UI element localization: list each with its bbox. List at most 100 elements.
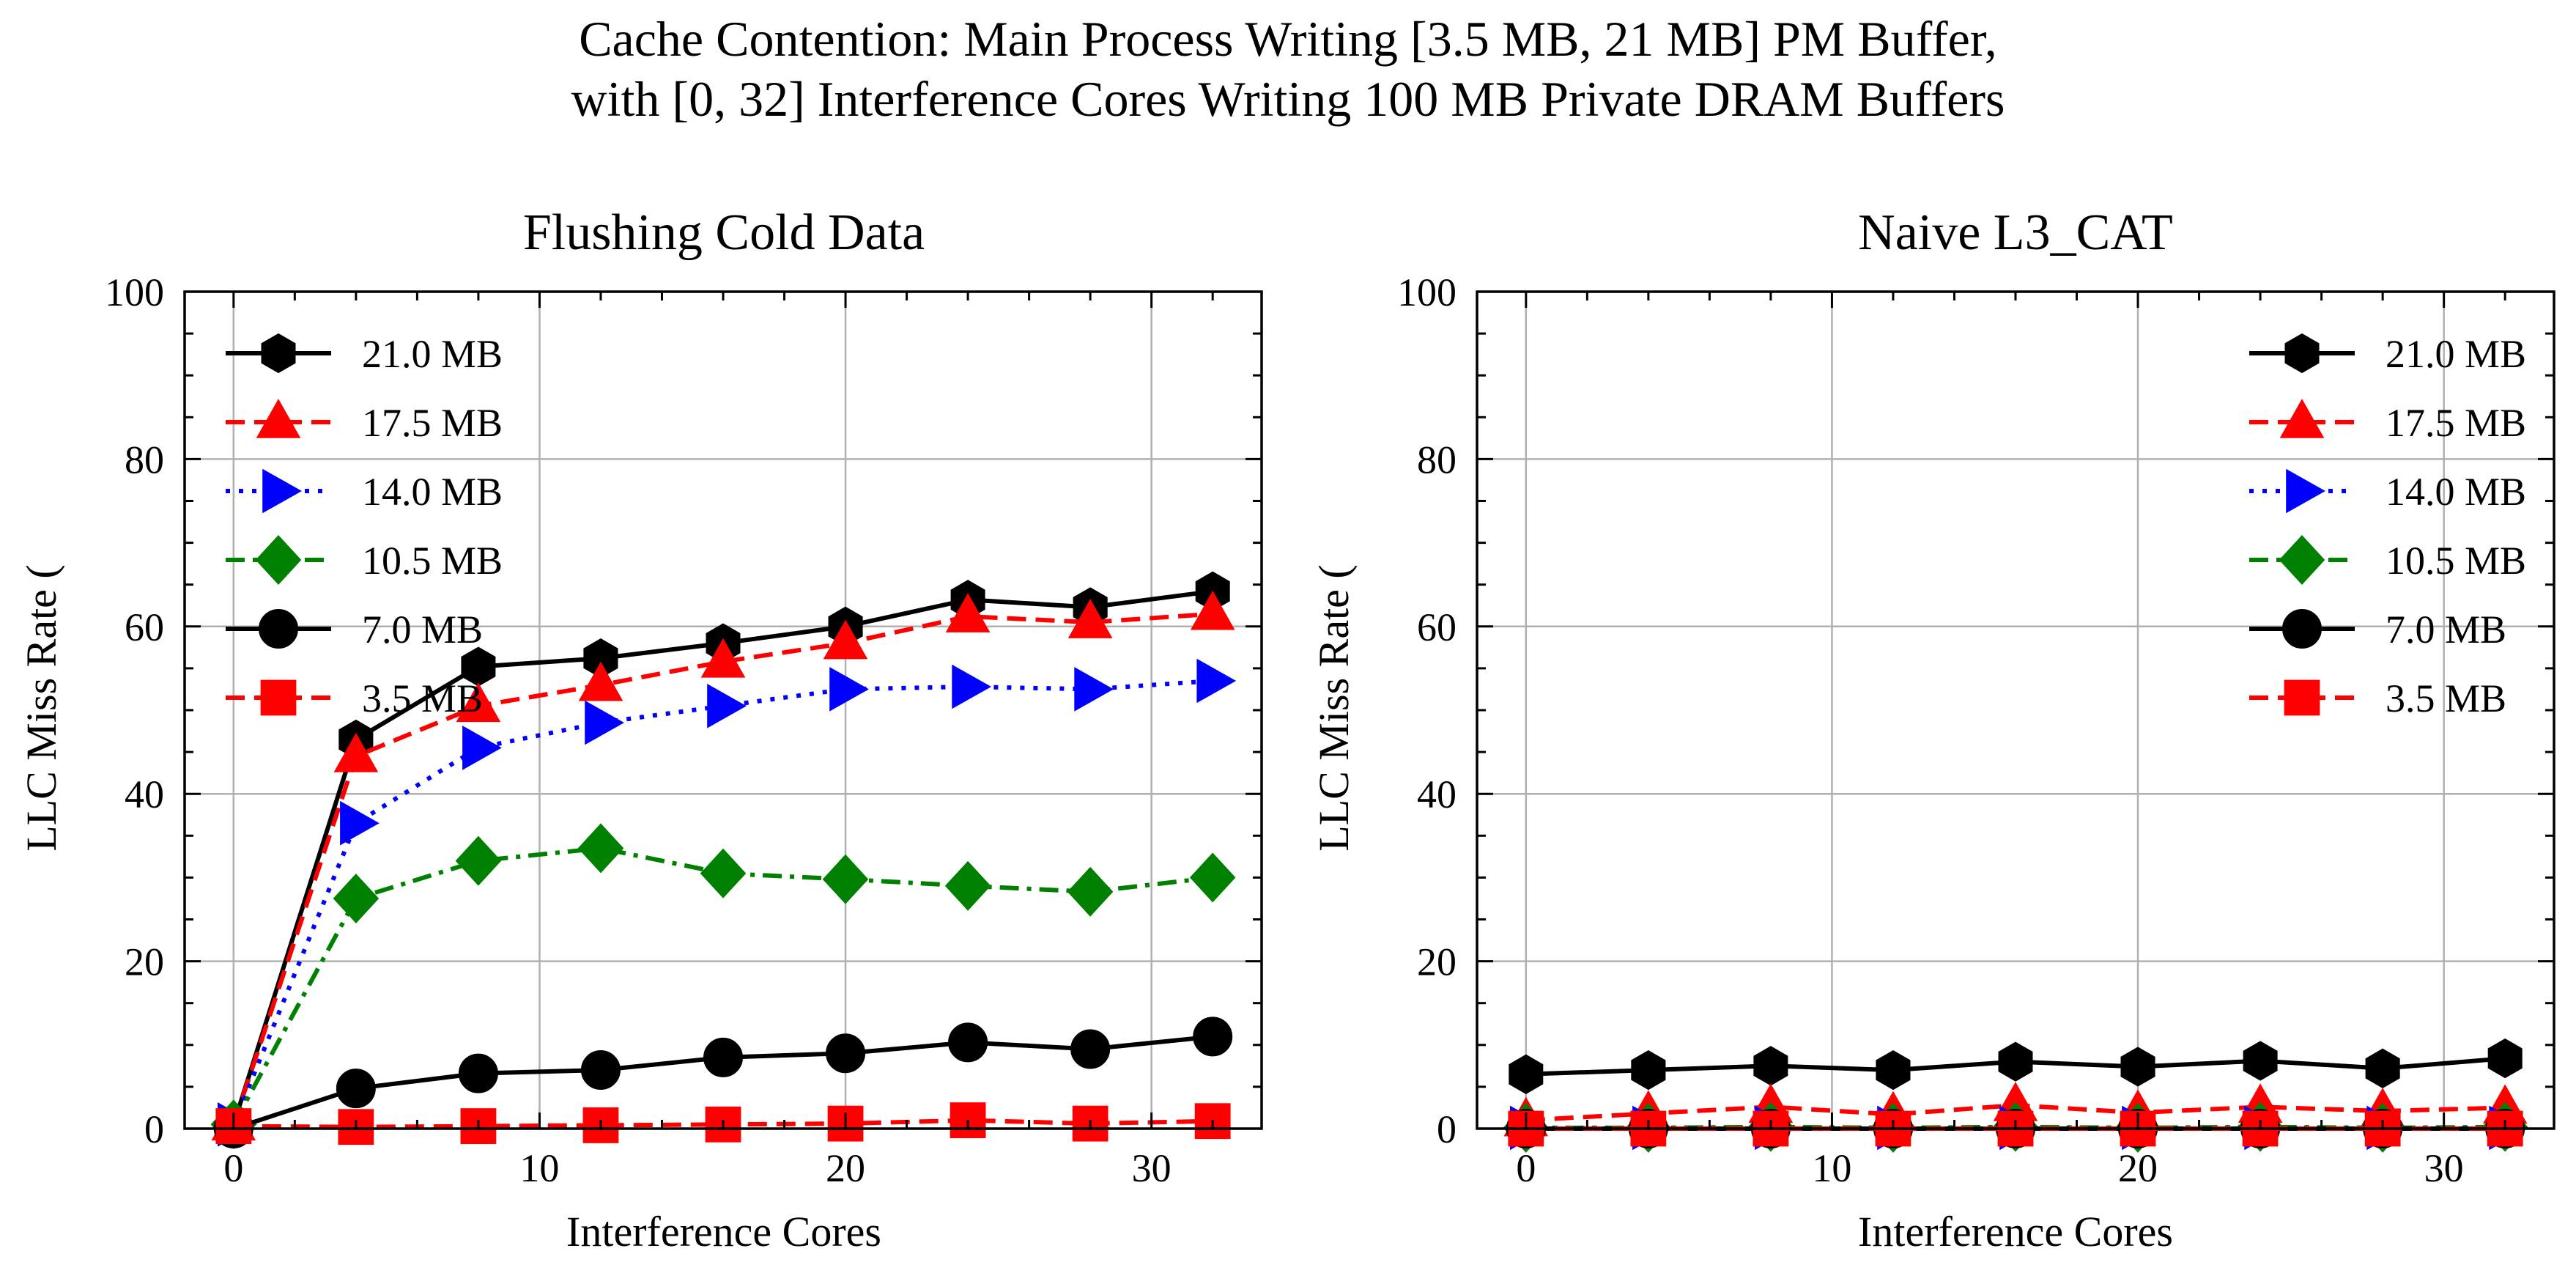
right-x-axis-label: Interference Cores [1858,1208,2173,1255]
right-y-tick-label: 20 [1417,940,1457,984]
left-y-tick-label: 100 [105,270,164,314]
left-panel-flushing-cold-data: Flushing Cold Data Interference Cores LL… [18,204,1263,1255]
left-data-point [700,638,746,678]
left-data-point [1190,590,1235,630]
left-data-point [945,593,991,632]
right-legend-marker [2284,333,2320,374]
left-data-point [1196,658,1237,704]
right-legend-label: 7.0 MB [2386,608,2506,652]
right-data-point [1876,1049,1911,1091]
right-legend: 21.0 MB 17.5 MB 14.0 MB 10.5 MB 7.0 MB 3.5 MB [2249,332,2526,720]
right-data-point [1753,1046,1788,1086]
left-data-point [1193,1017,1233,1057]
right-legend-label: 10.5 MB [2386,539,2526,583]
right-x-tick-label: 30 [2424,1146,2464,1190]
right-legend-marker [2282,609,2322,649]
left-y-axis-label: LLC Miss Rate ( [18,564,65,851]
left-y-tick-label: 0 [144,1107,164,1151]
left-legend-marker [256,399,301,438]
left-legend-marker [255,535,302,585]
left-data-point [458,1053,498,1093]
left-data-point [333,874,380,923]
left-data-point [707,683,747,728]
left-data-point [333,732,379,772]
right-panel-title: Naive L3_CAT [1858,204,2173,261]
left-legend-label: 7.0 MB [362,608,483,652]
left-data-point [1070,1029,1111,1069]
right-series [1503,1038,2529,1153]
right-data-point [2243,1041,2278,1081]
right-y-tick-label: 80 [1417,438,1457,482]
left-x-tick-label: 30 [1132,1146,1172,1190]
right-legend-label: 17.5 MB [2386,401,2526,445]
right-panel-naive-l3-cat: Naive L3_CAT Interference Cores LLC Miss… [1310,204,2555,1255]
left-data-point [578,661,623,701]
right-y-axis-label: LLC Miss Rate ( [1310,564,1358,851]
left-data-point [462,726,502,770]
left-data-point [829,667,869,712]
right-x-tick-label: 0 [1516,1146,1536,1190]
right-legend-label: 3.5 MB [2386,676,2506,720]
left-data-point [822,854,869,904]
left-data-point [580,1050,621,1091]
right-data-point [2120,1047,2155,1087]
left-x-tick-label: 0 [223,1146,243,1190]
left-data-point [944,860,991,911]
left-legend-label: 3.5 MB [362,676,483,720]
left-series-line [231,611,1213,1126]
right-legend-label: 14.0 MB [2386,470,2526,514]
left-data-point [1189,852,1236,903]
right-legend-marker [2279,535,2325,585]
left-series-line [232,846,1213,1126]
left-y-tick-label: 60 [125,605,164,649]
right-legend-label: 21.0 MB [2386,332,2526,376]
left-data-point [1067,599,1113,638]
left-legend-marker [260,679,297,716]
left-legend-marker [262,468,302,514]
left-legend-label: 14.0 MB [362,470,503,514]
right-data-point [1631,1049,1666,1091]
left-data-point [455,835,502,886]
right-axes: 0 10 20 30 0 20 40 60 80 100 [1397,270,2555,1190]
left-x-axis-label: Interference Cores [566,1208,881,1255]
right-x-tick-label: 20 [2118,1146,2158,1190]
left-data-point [826,1033,866,1074]
left-data-point [577,823,624,874]
left-data-point [1074,667,1114,712]
left-data-point [703,1037,743,1077]
figure-title-line-2: with [0, 32] Interference Cores Writing … [571,71,2005,127]
left-panel-title: Flushing Cold Data [523,204,925,261]
left-legend-marker [261,333,296,374]
right-legend-marker [2286,468,2325,514]
left-legend-marker [259,609,298,649]
right-y-tick-label: 40 [1417,772,1457,816]
left-data-point [700,848,747,899]
left-legend: 21.0 MB 17.5 MB 14.0 MB 10.5 MB 7.0 MB 3.5 MB [226,332,503,720]
right-data-point [2365,1048,2400,1088]
right-legend-marker [2279,399,2325,438]
left-series-line [232,679,1213,1126]
left-data-point [952,664,992,709]
right-legend-marker [2284,679,2320,716]
left-axes: 0 10 20 30 0 20 40 60 80 100 [105,270,1263,1190]
right-data-point [1509,1054,1544,1094]
left-x-tick-label: 20 [826,1146,865,1190]
right-data-point [1998,1041,2033,1082]
left-data-point [456,682,501,723]
left-legend-label: 21.0 MB [362,332,503,376]
figure-title-line-1: Cache Contention: Main Process Writing [… [579,11,1997,67]
right-y-tick-label: 60 [1417,605,1457,649]
right-y-tick-label: 100 [1397,270,1457,314]
left-data-point [336,1069,376,1109]
left-y-tick-label: 20 [125,940,164,984]
right-y-tick-label: 0 [1437,1107,1457,1151]
left-y-tick-label: 40 [125,772,164,816]
left-x-tick-label: 10 [519,1146,559,1190]
left-data-point [585,700,624,745]
left-legend-label: 10.5 MB [362,539,503,583]
left-data-point [823,619,868,660]
left-data-point [340,800,380,846]
left-data-point [948,1022,988,1063]
right-series-21-0-MB [1509,1038,2523,1094]
